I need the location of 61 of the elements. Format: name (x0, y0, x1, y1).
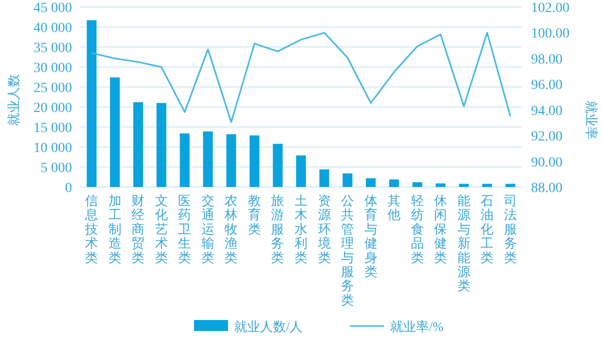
x-tick-label: 公共管理与服务类 (341, 193, 354, 308)
bar (366, 178, 376, 187)
y2-tick-label: 98.00 (531, 52, 562, 68)
x-tick-label: 司法服务类 (504, 193, 517, 265)
line-series (90, 32, 512, 123)
bar (482, 184, 492, 187)
x-tick-label: 农林牧渔类 (224, 193, 238, 265)
y2-tick-label: 96.00 (531, 78, 562, 94)
y2-axis-title: 就业率 (584, 100, 599, 140)
x-tick-label: 旅游服务类 (271, 193, 284, 265)
x-tick-label: 交通运输类 (201, 193, 214, 265)
bar (342, 173, 352, 187)
bar (110, 77, 120, 187)
legend-label: 就业率/% (390, 319, 444, 334)
y-tick-label: 0 (65, 181, 72, 196)
x-tick-label: 资源环境类 (316, 193, 331, 265)
x-tick-label: 其他 (388, 193, 401, 222)
x-tick-label: 医药卫生类 (178, 193, 192, 265)
x-tick-label: 石油化工类 (480, 193, 494, 265)
y2-tick-label: 100.00 (531, 26, 570, 42)
bar (250, 135, 260, 187)
bar (296, 155, 306, 187)
y-tick-label: 30 000 (34, 61, 72, 76)
y2-tick-label: 88.00 (531, 181, 562, 196)
y2-tick-label: 102.00 (531, 1, 570, 16)
y-tick-label: 10 000 (34, 141, 72, 156)
bar (458, 184, 469, 187)
bar (226, 134, 236, 187)
y-axis-title: 就业人数 (6, 74, 21, 126)
x-tick-label: 能源与新能源类 (457, 193, 470, 294)
legend-label: 就业人数/人 (234, 319, 303, 334)
x-tick-label: 文化艺术类 (154, 193, 168, 265)
y-tick-label: 45 000 (34, 1, 72, 16)
y-tick-label: 20 000 (34, 101, 72, 116)
y-tick-label: 5 000 (40, 161, 72, 176)
x-tick-label: 加工制造类 (108, 193, 122, 265)
bar (505, 184, 516, 187)
bar (133, 102, 144, 187)
x-tick-label: 土木水利类 (294, 193, 308, 265)
bar (319, 169, 330, 187)
x-tick-label: 信息技术类 (84, 193, 98, 265)
x-tick-label: 体育与健身类 (364, 193, 378, 279)
y-tick-label: 15 000 (34, 121, 72, 136)
bar (436, 183, 446, 187)
x-tick-label: 轻纺食品类 (410, 193, 424, 265)
x-tick-label: 财经商贸类 (132, 193, 145, 265)
bar (389, 179, 399, 187)
bar (86, 20, 97, 187)
x-tick-label: 休闲保健类 (434, 193, 448, 265)
bar (272, 144, 283, 187)
bar (180, 133, 190, 187)
bar (203, 131, 213, 187)
y2-tick-label: 92.00 (531, 130, 562, 145)
bar (156, 103, 166, 187)
x-tick-label: 教育类 (248, 193, 261, 236)
bar (412, 182, 422, 187)
y-tick-label: 25 000 (34, 81, 72, 96)
y2-tick-label: 90.00 (531, 155, 562, 170)
y-tick-label: 35 000 (34, 41, 72, 56)
y-tick-label: 40 000 (34, 21, 72, 36)
y2-tick-label: 94.00 (531, 104, 562, 119)
